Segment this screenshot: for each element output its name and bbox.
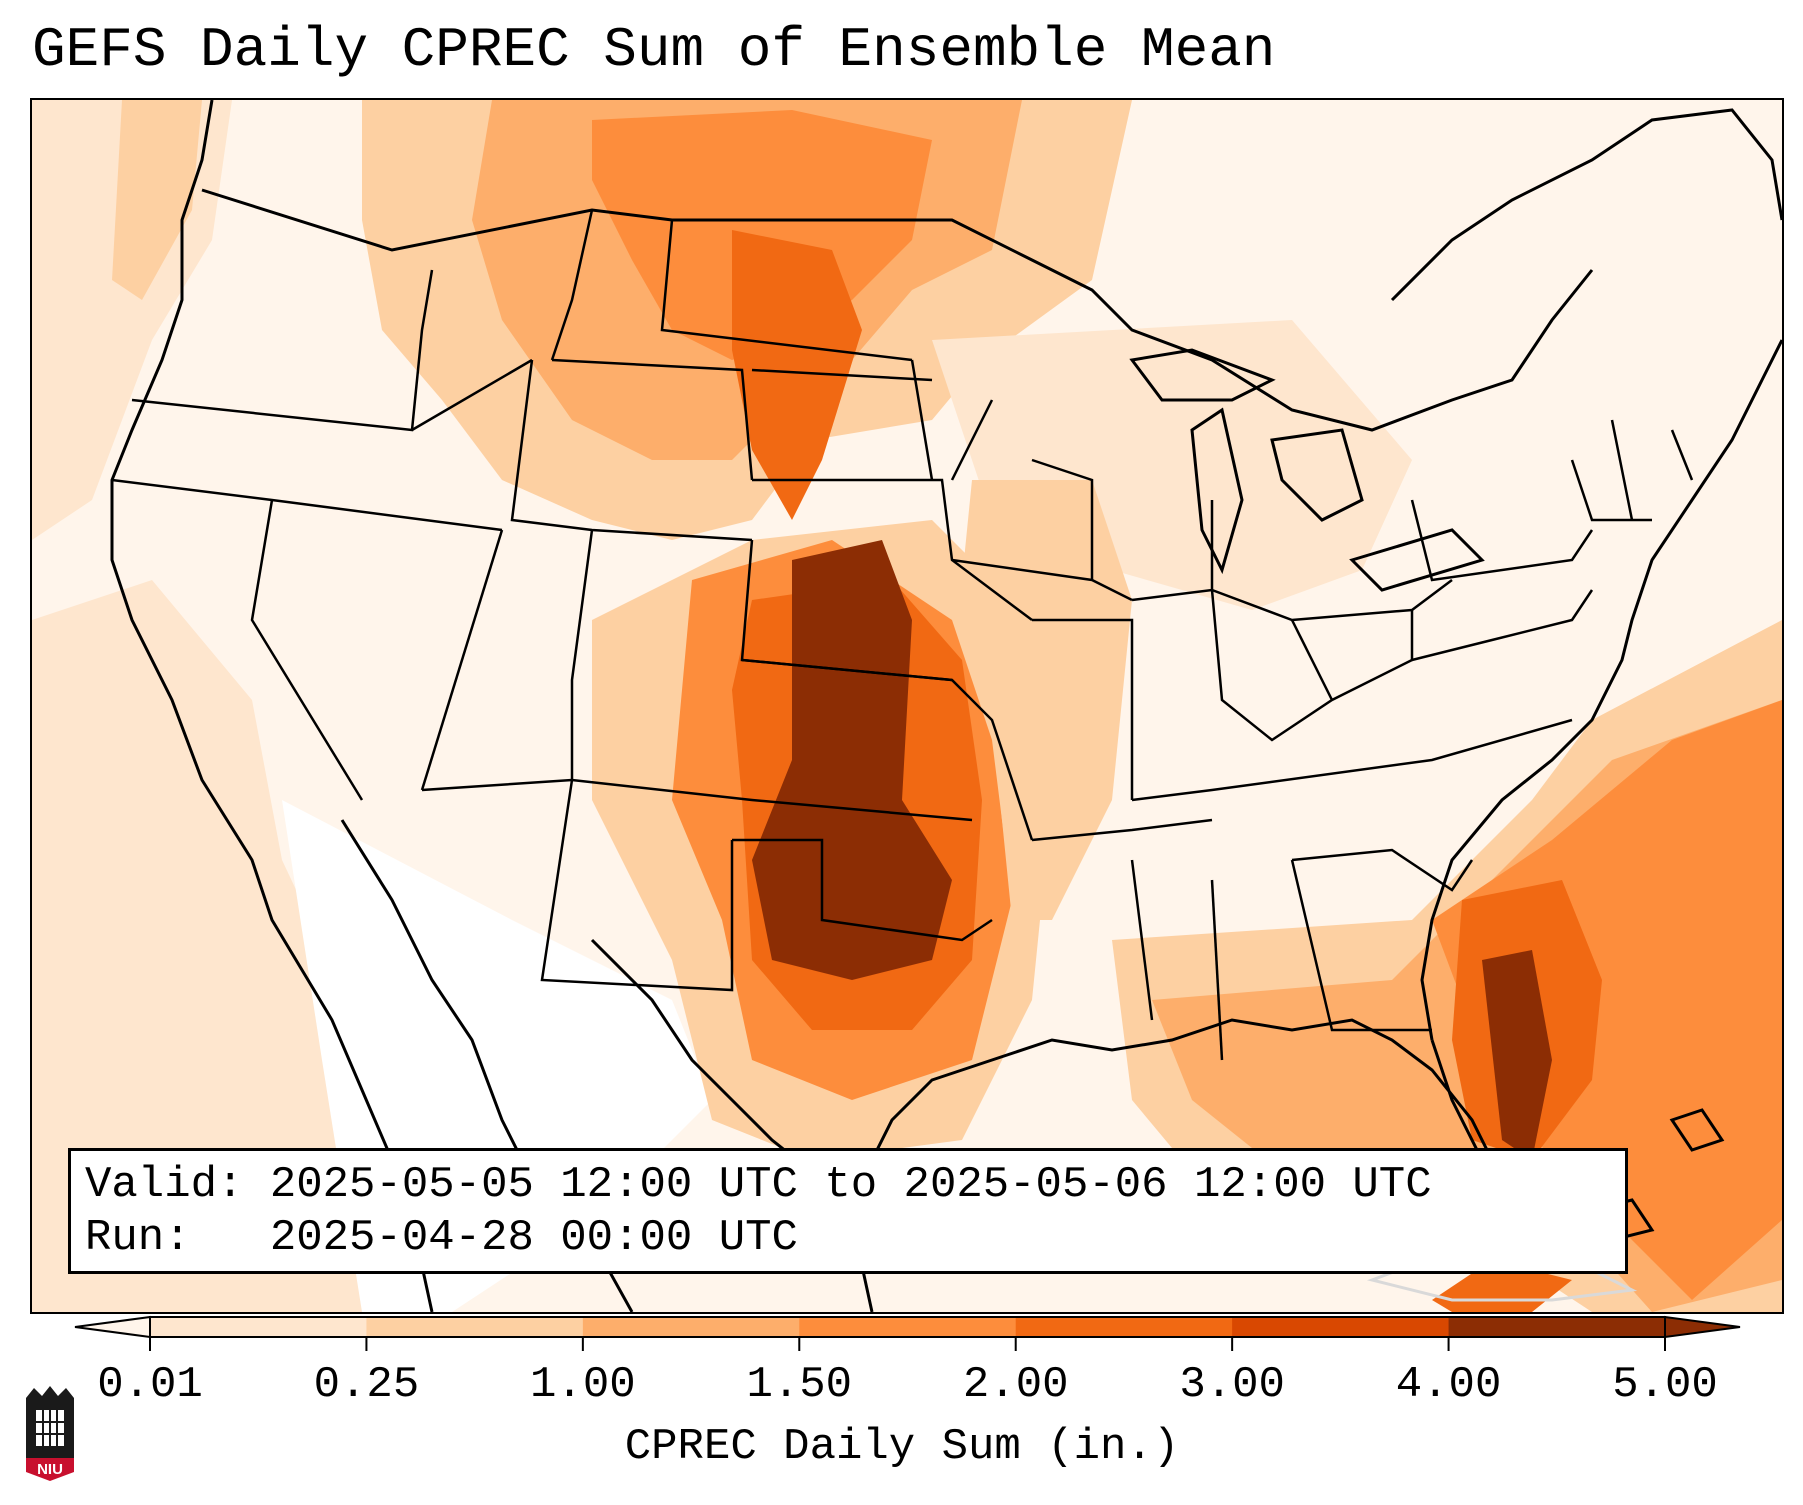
colorbar-segment xyxy=(582,1317,800,1337)
colorbar-tick-label: 3.00 xyxy=(1179,1360,1285,1410)
colorbar-segment xyxy=(1448,1317,1666,1337)
east-coastline xyxy=(1420,339,1782,1041)
colorbar-ticks xyxy=(149,1337,1666,1351)
precip-map[interactable] xyxy=(30,98,1784,1314)
colorbar-extend-high xyxy=(1664,1315,1741,1339)
pacific-field xyxy=(32,580,412,1312)
colorbar-outline xyxy=(149,1316,1666,1338)
lake-superior xyxy=(1129,348,1276,402)
colorbar-tick-label: 4.00 xyxy=(1395,1360,1502,1410)
valid-run-box: Valid: 2025-05-05 12:00 UTC to 2025-05-0… xyxy=(68,1148,1628,1274)
colorbar-segment xyxy=(1015,1317,1233,1337)
oklahoma-peak xyxy=(752,540,952,980)
canada-border xyxy=(201,188,1594,432)
colorbar-tick-label: 0.25 xyxy=(313,1360,420,1410)
florida-peak xyxy=(1482,950,1552,1160)
lake-michigan xyxy=(1190,407,1244,575)
colorbar-tick-label: 0.01 xyxy=(97,1360,203,1410)
colorbar-segment xyxy=(150,1317,367,1337)
logo-text: NIU xyxy=(37,1461,63,1478)
colorbar-segment xyxy=(799,1317,1017,1337)
missouri-field xyxy=(962,480,1132,920)
logo-shield xyxy=(26,1458,74,1481)
niu-logo: NIU xyxy=(26,1386,74,1481)
state-boundaries xyxy=(111,209,1694,1061)
canada-coastline xyxy=(1390,108,1782,302)
valid-time: Valid: 2025-05-05 12:00 UTC to 2025-05-0… xyxy=(85,1160,1432,1210)
colorbar-segment xyxy=(366,1317,584,1337)
colorbar-segment xyxy=(1232,1317,1450,1337)
dakota-peak xyxy=(732,230,862,520)
island-outline xyxy=(1669,1108,1725,1152)
colorbar-tick-label: 1.00 xyxy=(530,1360,636,1410)
colorbar-tick-label: 5.00 xyxy=(1612,1360,1718,1410)
colorbar xyxy=(74,1315,1741,1351)
nw-core xyxy=(112,100,202,300)
west-coastline xyxy=(110,100,434,1312)
run-time: Run: 2025-04-28 00:00 UTC xyxy=(85,1213,798,1263)
lake-huron xyxy=(1270,428,1364,522)
colorbar-tick-label: 1.50 xyxy=(746,1360,853,1410)
map-title: GEFS Daily CPREC Sum of Ensemble Mean xyxy=(32,18,1276,82)
colorbar-title: CPREC Daily Sum (in.) xyxy=(624,1422,1180,1472)
lake-erie xyxy=(1349,528,1485,592)
colorbar-extend-low xyxy=(74,1315,151,1339)
map-canvas xyxy=(32,100,1782,1312)
colorbar-segments xyxy=(74,1315,1741,1339)
colorbar-tick-label: 2.00 xyxy=(962,1360,1069,1410)
